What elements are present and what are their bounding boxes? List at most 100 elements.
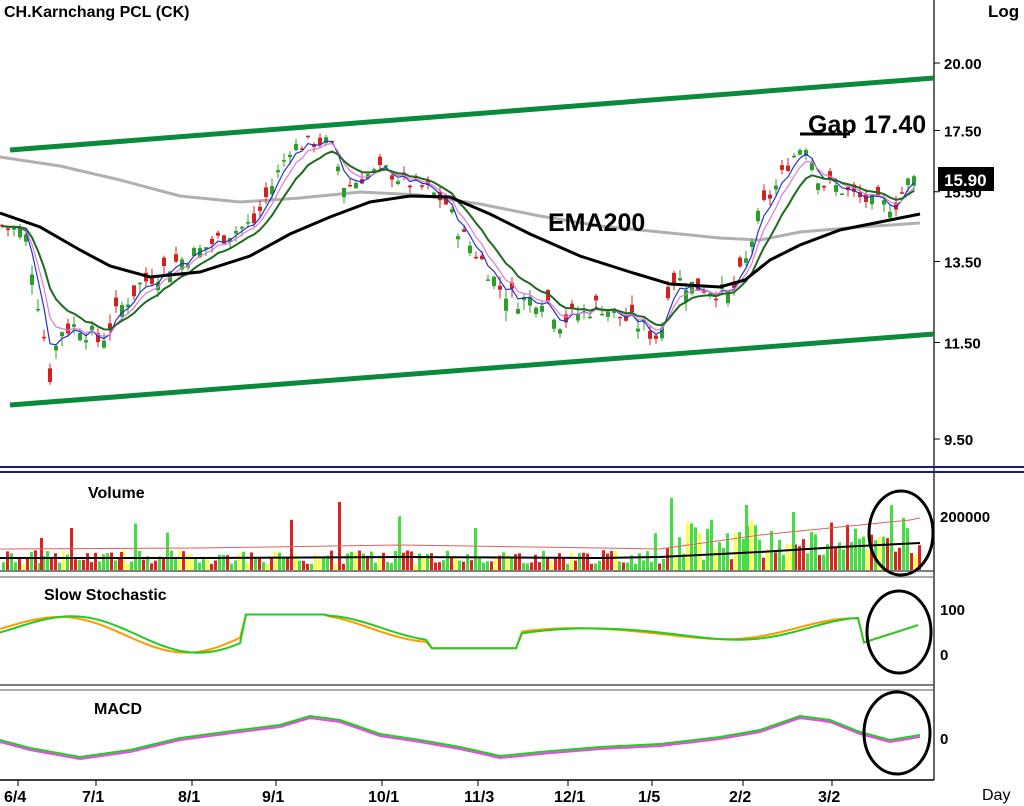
volume-bar <box>862 536 865 570</box>
date-tick-label: 7/1 <box>82 789 104 806</box>
volume-bar <box>430 553 433 570</box>
stochastic-k-line <box>0 613 919 654</box>
candle-body <box>762 190 766 200</box>
volume-bar <box>230 563 233 570</box>
candle-body <box>126 304 130 308</box>
candle-body <box>786 165 790 171</box>
candle-body <box>372 169 376 171</box>
candle-body <box>666 286 670 299</box>
volume-bar <box>738 532 741 570</box>
volume-bar <box>790 545 793 570</box>
candle-body <box>84 340 88 343</box>
candle-body <box>270 186 274 195</box>
volume-bar <box>22 563 25 570</box>
volume-bar <box>810 531 813 570</box>
date-axis: 6/4 7/1 8/1 9/1 10/1 11/3 12/1 1/5 2/2 3/2 <box>4 780 840 806</box>
volume-bar <box>450 556 453 570</box>
volume-bar <box>258 558 261 570</box>
volume-bar <box>134 523 137 570</box>
candle-body <box>912 176 916 186</box>
volume-bar <box>358 550 361 570</box>
ma-blue-line <box>1 140 915 346</box>
volume-bar <box>382 552 385 570</box>
volume-bar <box>826 544 829 570</box>
stochastic-title: Slow Stochastic <box>44 587 167 604</box>
price-panel <box>0 75 935 408</box>
candle-body <box>222 235 226 244</box>
candle-body <box>660 327 664 339</box>
volume-bar <box>682 554 685 570</box>
volume-bar <box>110 552 113 570</box>
volume-bar <box>178 550 181 570</box>
volume-bar <box>898 547 901 570</box>
date-tick-label: 11/3 <box>464 789 494 806</box>
candle-body <box>546 289 550 301</box>
volume-bar <box>814 534 817 570</box>
volume-bar <box>74 559 77 570</box>
price-tick-label: 17.50 <box>944 123 982 140</box>
volume-bar <box>434 562 437 570</box>
volume-bar <box>654 533 657 570</box>
volume-bar <box>102 554 105 570</box>
volume-bar <box>798 546 801 570</box>
volume-bar <box>498 555 501 570</box>
volume-bar <box>730 559 733 570</box>
volume-bar <box>346 553 349 570</box>
volume-bar <box>390 563 393 570</box>
volume-bar <box>602 550 605 570</box>
volume-bar <box>378 555 381 570</box>
candle-body <box>78 333 82 341</box>
candle-body <box>750 241 754 247</box>
volume-bar <box>130 561 133 570</box>
volume-bar <box>50 556 53 570</box>
candle-body <box>534 307 538 314</box>
candle-body <box>672 272 676 284</box>
highlight-circles <box>862 489 935 776</box>
volume-title: Volume <box>88 485 145 502</box>
candle-body <box>288 154 292 158</box>
volume-bar <box>786 544 789 570</box>
macd-highlight-circle <box>862 690 932 776</box>
volume-bar <box>638 553 641 570</box>
volume-bar <box>170 550 173 570</box>
volume-bar <box>742 538 745 570</box>
candle-body <box>744 258 748 263</box>
price-tick-label: 11.50 <box>944 336 981 353</box>
candle-body <box>654 335 658 339</box>
volume-bar <box>406 550 409 570</box>
candle-body <box>906 178 910 186</box>
candle-body <box>234 230 238 234</box>
volume-spike-bar <box>745 505 748 570</box>
volume-bar <box>534 554 537 570</box>
candle-body <box>264 187 268 198</box>
candle-body <box>18 228 22 238</box>
candle-body <box>0 224 4 227</box>
volume-bar <box>854 528 857 570</box>
candle-body <box>564 314 568 323</box>
volume-bar <box>306 563 309 570</box>
volume-bar <box>566 563 569 570</box>
x-unit-label: Day <box>982 787 1010 804</box>
volume-bar <box>550 561 553 570</box>
candle-body <box>570 303 574 308</box>
volume-bar <box>778 539 781 570</box>
volume-bar <box>94 552 97 570</box>
candle-body <box>684 290 688 302</box>
volume-bar <box>642 560 645 570</box>
volume-bar <box>578 553 581 570</box>
volume-bar <box>410 551 413 570</box>
candle-body <box>702 291 706 293</box>
volume-bar <box>906 528 909 570</box>
date-tick-label: 9/1 <box>262 789 284 806</box>
volume-bar <box>86 553 89 570</box>
volume-bar <box>442 560 445 570</box>
candle-body <box>408 185 412 188</box>
volume-bar <box>554 557 557 570</box>
volume-bar <box>6 551 9 570</box>
chart-title: CH.Karnchang PCL (CK) <box>4 4 190 21</box>
stochastic-d-line <box>0 613 919 654</box>
volume-bar <box>874 540 877 570</box>
volume-bar <box>890 505 893 570</box>
volume-bar <box>186 554 189 570</box>
volume-bar <box>122 550 125 570</box>
